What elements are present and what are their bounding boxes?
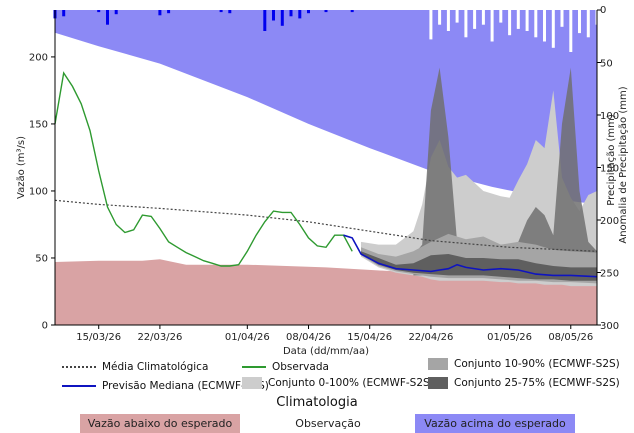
observada-line [54, 71, 353, 267]
precip-obs-bar [106, 10, 109, 25]
right-tick-label: 250 [600, 269, 619, 280]
precip-obs-bar [219, 10, 223, 13]
ensemble-25-75-band [361, 251, 597, 281]
x-tick-label: 22/04/26 [408, 332, 453, 343]
axes: 0 50 100 150 200 0 50 100 150 200 250 300 15/03/26 22… [16, 5, 629, 357]
right-tick-label: 300 [600, 321, 619, 332]
legend-media-climatologica-label: Média Climatológica [102, 361, 209, 373]
left-tick-label: 200 [29, 52, 48, 63]
precip-forecast-bar [569, 10, 573, 52]
left-tick-label: 50 [35, 253, 48, 264]
left-tick-label: 100 [29, 186, 48, 197]
x-tick-label: 15/03/26 [76, 332, 121, 343]
legend-conjunto-10-90-label: Conjunto 10-90% (ECMWF-S2S) [454, 358, 620, 370]
right-tick-label: 100 [600, 111, 619, 122]
previsao-mediana-line [343, 234, 598, 278]
dark-gray-box-swatch [428, 377, 448, 389]
legend-conjunto-25-75-label: Conjunto 25-75% (ECMWF-S2S) [454, 377, 620, 389]
legend-observada: Observada [242, 361, 329, 373]
right-tick-label: 50 [600, 59, 613, 70]
precip-forecast-bar [516, 10, 520, 29]
precip-forecast-bar [586, 10, 590, 38]
legend-conjunto-10-90: Conjunto 10-90% (ECMWF-S2S) [428, 358, 620, 370]
precip-forecast-bar [464, 10, 468, 38]
climatology-above-area [55, 10, 597, 205]
precip-obs-bar [263, 10, 267, 31]
legend-conjunto-0-100: Conjunto 0-100% (ECMWF-S2S) [242, 377, 434, 389]
climatologia-acima-box: Vazão acima do esperado [415, 414, 575, 433]
precip-obs-bar [280, 10, 284, 26]
precip-forecast-bar [578, 10, 581, 34]
precip-forecast-bar [543, 10, 546, 42]
plot-area [53, 10, 599, 325]
legend-previsao-mediana: Previsão Mediana (ECMWF-S2S) [62, 380, 269, 392]
precip-obs-bar [324, 10, 328, 13]
precip-forecast-bar [446, 10, 450, 31]
x-tick-label: 08/05/26 [548, 332, 593, 343]
precip-forecast-bar [499, 10, 503, 23]
precip-forecast-bar [429, 10, 433, 40]
climatologia-title: Climatologia [276, 395, 358, 410]
light-gray-box-swatch [242, 377, 262, 389]
legend-media-climatologica: Média Climatológica [62, 361, 208, 373]
y-axis-label-right: Precipitação (mm) [606, 114, 617, 206]
right-tick-label: 0 [600, 5, 606, 16]
precip-forecast-bar [560, 10, 564, 27]
precip-obs-bar [350, 10, 354, 13]
y-axis-label-left: Vazão (m³/s) [16, 136, 27, 199]
blue-line-swatch [62, 385, 96, 387]
precip-obs-bar [298, 10, 302, 19]
precip-obs-bar [307, 10, 310, 14]
precip-obs-bar [158, 10, 162, 16]
precip-forecast-bar [525, 10, 529, 31]
dotted-line-swatch [62, 366, 96, 368]
precip-obs-bar [62, 10, 66, 17]
left-tick-label: 150 [29, 119, 48, 130]
x-tick-label: 15/04/26 [347, 332, 392, 343]
right-tick-label: 200 [600, 216, 619, 227]
precip-forecast-bar [508, 10, 512, 36]
precip-forecast-bar [473, 10, 477, 29]
green-line-swatch [242, 366, 266, 368]
precip-obs-bar [167, 10, 171, 14]
right-tick-label: 150 [600, 164, 619, 175]
precip-obs-bar [114, 10, 118, 15]
legend-previsao-mediana-label: Previsão Mediana (ECMWF-S2S) [102, 380, 269, 392]
legend-observada-label: Observada [272, 361, 329, 373]
precip-forecast-bar [455, 10, 459, 23]
legend-conjunto-0-100-label: Conjunto 0-100% (ECMWF-S2S) [268, 377, 434, 389]
precip-obs-bar [272, 10, 275, 21]
left-tick-label: 0 [42, 321, 48, 332]
x-tick-label: 01/05/26 [487, 332, 532, 343]
x-tick-label: 22/03/26 [137, 332, 182, 343]
legend-conjunto-25-75: Conjunto 25-75% (ECMWF-S2S) [428, 377, 620, 389]
gray-box-swatch [428, 358, 448, 370]
x-axis-label: Data (dd/mm/aa) [283, 346, 369, 357]
y-axis-label-right-overlap: Anomalia de Precipitação (mm) [618, 86, 629, 243]
climatologia-observacao-box: Observação [248, 414, 408, 433]
precip-forecast-bar [438, 10, 442, 25]
precip-forecast-bar [551, 10, 555, 48]
precip-forecast-bar [490, 10, 494, 42]
precip-obs-bar [289, 10, 293, 17]
precip-obs-bar [228, 10, 232, 14]
precip-obs-bar [97, 10, 101, 13]
media-climatologica-line [54, 199, 598, 252]
climatologia-abaixo-box: Vazão abaixo do esperado [80, 414, 240, 433]
precip-forecast-bar [534, 10, 538, 38]
climatology-below-area [55, 259, 597, 325]
precip-forecast-bar [481, 10, 485, 25]
x-tick-label: 08/04/26 [286, 332, 331, 343]
x-tick-label: 01/04/26 [225, 332, 270, 343]
